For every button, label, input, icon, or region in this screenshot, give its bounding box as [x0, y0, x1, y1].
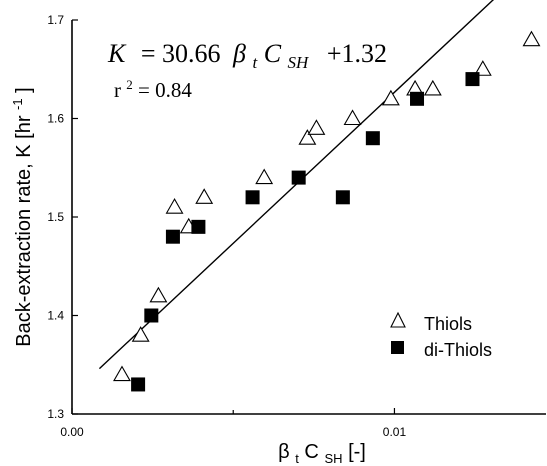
- di-thiols-point: [245, 190, 260, 205]
- equation-coefficient: = 30.66: [141, 39, 221, 68]
- y-tick-label: 1.4: [47, 309, 64, 323]
- y-axis-title-superscript: -1: [10, 98, 25, 110]
- regression-equation: K = 30.66 β t C SH +1.32: [107, 39, 387, 74]
- equation-c-subscript: SH: [288, 53, 311, 72]
- equation-c: C: [264, 39, 282, 68]
- thiols-point: [298, 129, 317, 145]
- legend-thiols-marker: [390, 311, 406, 328]
- di-thiols-point: [410, 91, 425, 106]
- legend-thiols-label: Thiols: [424, 314, 472, 334]
- r-squared-value: = 0.84: [138, 78, 192, 102]
- di-thiols-point: [335, 190, 350, 205]
- thiols-point: [255, 168, 274, 185]
- x-axis-title-beta: β: [278, 441, 290, 463]
- r-squared-annotation: r 2 = 0.84: [114, 70, 192, 102]
- y-tick-label: 1.5: [47, 210, 64, 224]
- thiols-point: [423, 79, 442, 96]
- equation-beta: β: [232, 39, 246, 68]
- x-axis-title: β t C SH [-]: [278, 441, 366, 466]
- thiols-point: [195, 188, 214, 204]
- di-thiols-point: [131, 377, 146, 392]
- thiols-point: [165, 198, 184, 214]
- thiols-point: [343, 109, 362, 126]
- thiols-point: [131, 326, 150, 342]
- legend-di-thiols-marker: [391, 341, 404, 354]
- r-squared-r: r: [114, 78, 121, 102]
- r-squared-superscript: 2: [126, 77, 133, 92]
- x-axis-title-c: C: [304, 441, 318, 463]
- di-thiols-point: [465, 72, 480, 87]
- y-axis-title-tail: ]: [13, 87, 35, 93]
- equation-k: K: [107, 39, 127, 68]
- y-tick-label: 1.7: [47, 13, 64, 27]
- thiols-point: [113, 365, 131, 382]
- thiols-point: [473, 60, 492, 76]
- x-axis-ticks: 0.00 0.01: [60, 408, 406, 439]
- equation-beta-subscript: t: [252, 53, 258, 72]
- x-axis-title-sub-sh: SH: [324, 451, 342, 466]
- y-axis-title-main: Back-extraction rate, K [hr: [13, 115, 35, 347]
- y-axis-title: Back-extraction rate, K [hr -1 ]: [5, 87, 35, 346]
- x-axis-title-unit: [-]: [348, 441, 366, 463]
- di-thiols-point: [191, 219, 206, 234]
- di-thiols-point: [365, 131, 380, 146]
- legend-di-thiols-label: di-Thiols: [424, 340, 492, 360]
- thiols-point: [522, 30, 541, 47]
- legend: Thiols di-Thiols: [390, 311, 492, 360]
- di-thiols-point: [291, 170, 306, 185]
- y-tick-label: 1.3: [47, 407, 64, 421]
- equation-intercept: +1.32: [327, 39, 387, 68]
- x-axis-title-sub-t: t: [295, 451, 299, 466]
- di-thiols-point: [144, 308, 159, 323]
- di-thiols-point: [165, 229, 180, 244]
- x-tick-label: 0.01: [383, 425, 407, 439]
- y-tick-label: 1.6: [47, 112, 64, 126]
- thiols-point: [381, 89, 400, 106]
- thiols-point: [307, 119, 326, 135]
- x-tick-label: 0.00: [60, 425, 84, 439]
- thiols-point: [149, 286, 168, 303]
- data-points: [113, 30, 541, 392]
- y-axis-ticks: 1.3 1.4 1.5 1.6 1.7: [47, 13, 78, 421]
